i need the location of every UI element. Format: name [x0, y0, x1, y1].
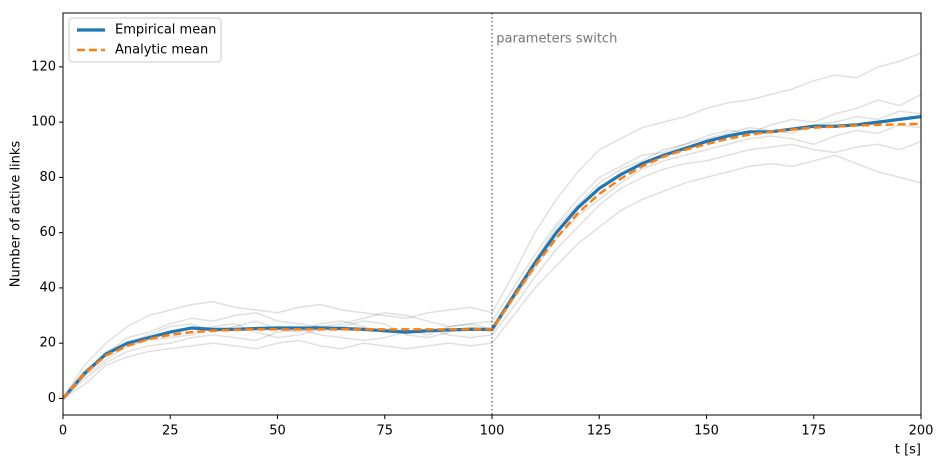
legend-box: [68, 17, 222, 63]
x-tick-label: 125: [587, 424, 612, 439]
sample-trajectory: [63, 52, 921, 399]
x-axis-label: t [s]: [895, 443, 921, 458]
y-tick-label: 40: [39, 280, 56, 295]
legend-label: Analytic mean: [115, 43, 208, 58]
y-tick-label: 80: [39, 170, 56, 185]
x-tick-label: 100: [480, 424, 505, 439]
y-axis-label: Number of active links: [9, 141, 24, 288]
x-tick-label: 200: [909, 424, 934, 439]
legend: Empirical mean Analytic mean: [68, 17, 222, 63]
x-tick-label: 175: [801, 424, 826, 439]
y-tick-label: 60: [39, 225, 56, 240]
y-tick-label: 20: [39, 336, 56, 351]
legend-label: Empirical mean: [115, 23, 216, 38]
x-tick-label: 75: [376, 424, 393, 439]
x-tick-label: 50: [269, 424, 286, 439]
sample-trajectory: [63, 154, 921, 400]
y-tick-label: 120: [31, 59, 56, 74]
y-tick-label: 100: [31, 115, 56, 130]
x-tick-label: 150: [694, 424, 719, 439]
sample-trajectory: [63, 140, 921, 399]
x-tick-label: 25: [162, 424, 179, 439]
x-tick-label: 0: [59, 424, 67, 439]
annotation: parameters switch: [496, 32, 617, 47]
y-tick-label: 0: [48, 391, 56, 406]
